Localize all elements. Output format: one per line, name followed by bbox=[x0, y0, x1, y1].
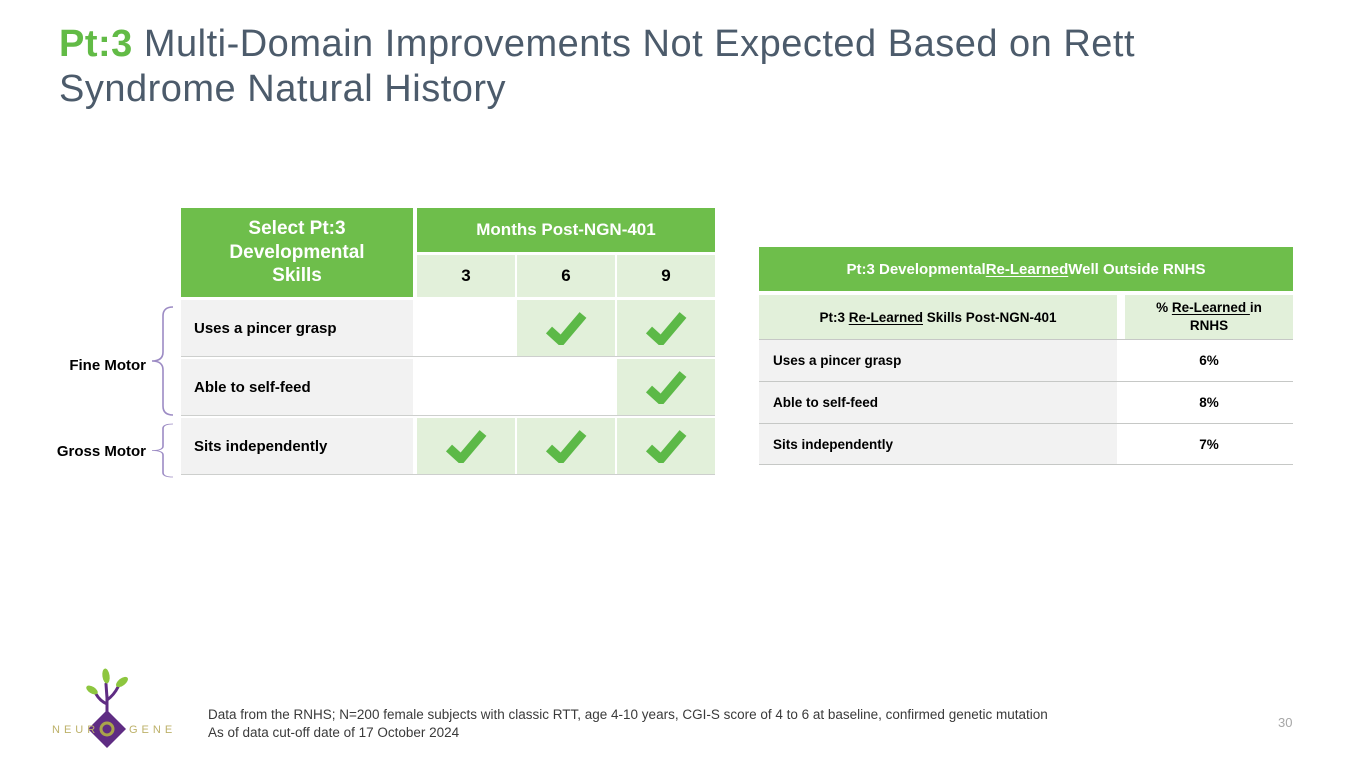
months-header-block: Months Post-NGN-401 3 6 9 bbox=[417, 208, 715, 297]
check-cell bbox=[517, 359, 615, 415]
check-icon bbox=[645, 371, 687, 404]
footnote-line2: As of data cut-off date of 17 October 20… bbox=[208, 725, 460, 740]
table-row: Sits independently bbox=[181, 418, 715, 475]
title-highlight: Pt:3 bbox=[59, 23, 133, 65]
check-cell bbox=[617, 300, 715, 356]
check-icon bbox=[645, 430, 687, 463]
fine-motor-label: Fine Motor bbox=[69, 357, 146, 374]
table-row: Sits independently 7% bbox=[759, 423, 1293, 465]
logo-text-right: GENE bbox=[129, 724, 177, 736]
relearned-col2-header: % Re-Learned in RNHS bbox=[1125, 295, 1293, 339]
month-col-9: 9 bbox=[617, 255, 715, 297]
gross-motor-label: Gross Motor bbox=[56, 443, 146, 460]
table-row: Uses a pincer grasp 6% bbox=[759, 339, 1293, 381]
skill-label: Sits independently bbox=[759, 424, 1117, 464]
percent-value: 8% bbox=[1125, 382, 1293, 423]
check-cell bbox=[517, 418, 615, 474]
check-icon bbox=[545, 430, 587, 463]
check-cell bbox=[417, 359, 515, 415]
table-row: Uses a pincer grasp bbox=[181, 300, 715, 357]
footnote: Data from the RNHS; N=200 female subject… bbox=[208, 706, 1048, 742]
months-subheader: 3 6 9 bbox=[417, 255, 715, 297]
check-icon bbox=[545, 312, 587, 345]
check-icon bbox=[445, 430, 487, 463]
percent-value: 6% bbox=[1125, 340, 1293, 381]
relearned-subheader: Pt:3 Re-Learned Skills Post-NGN-401 % Re… bbox=[759, 295, 1293, 339]
relearned-title-underlined: Re-Learned bbox=[985, 260, 1069, 278]
footnote-line1: Data from the RNHS; N=200 female subject… bbox=[208, 707, 1048, 722]
month-col-6: 6 bbox=[517, 255, 615, 297]
check-cell bbox=[617, 359, 715, 415]
relearned-title-suffix: Well Outside RNHS bbox=[1068, 260, 1206, 278]
month-col-3: 3 bbox=[417, 255, 515, 297]
page-title: Pt:3 Multi-Domain Improvements Not Expec… bbox=[59, 22, 1299, 112]
relearned-table: Pt:3 Developmental Re-Learned Well Outsi… bbox=[759, 247, 1293, 465]
brace-icon bbox=[151, 423, 174, 478]
skills-table-header: Select Pt:3 Developmental Skills Months … bbox=[181, 208, 715, 297]
title-line2: Syndrome Natural History bbox=[59, 68, 507, 110]
table-row: Able to self-feed 8% bbox=[759, 381, 1293, 423]
relearned-table-title: Pt:3 Developmental Re-Learned Well Outsi… bbox=[759, 247, 1293, 291]
relearned-title-prefix: Pt:3 Developmental bbox=[846, 260, 986, 278]
title-line1: Multi-Domain Improvements Not Expected B… bbox=[132, 23, 1136, 65]
logo-text-left: NEUR bbox=[52, 724, 100, 736]
table-row: Able to self-feed bbox=[181, 359, 715, 416]
skill-label: Able to self-feed bbox=[181, 359, 413, 415]
skills-header-cell: Select Pt:3 Developmental Skills bbox=[181, 208, 413, 297]
skills-table-body: Uses a pincer grasp Able to self-feed bbox=[181, 300, 715, 475]
check-cell bbox=[417, 300, 515, 356]
skill-label: Uses a pincer grasp bbox=[181, 300, 413, 356]
relearned-col1-header: Pt:3 Re-Learned Skills Post-NGN-401 bbox=[759, 295, 1117, 339]
percent-value: 7% bbox=[1125, 424, 1293, 464]
months-header: Months Post-NGN-401 bbox=[417, 208, 715, 252]
check-cell bbox=[617, 418, 715, 474]
check-cell bbox=[517, 300, 615, 356]
skill-label: Able to self-feed bbox=[759, 382, 1117, 423]
skills-table: Select Pt:3 Developmental Skills Months … bbox=[181, 208, 715, 477]
brace-icon bbox=[151, 306, 174, 416]
skill-label: Uses a pincer grasp bbox=[759, 340, 1117, 381]
neurogene-tree-icon bbox=[86, 668, 128, 748]
check-icon bbox=[645, 312, 687, 345]
skill-label: Sits independently bbox=[181, 418, 413, 474]
page-number: 30 bbox=[1278, 715, 1293, 730]
check-cell bbox=[417, 418, 515, 474]
